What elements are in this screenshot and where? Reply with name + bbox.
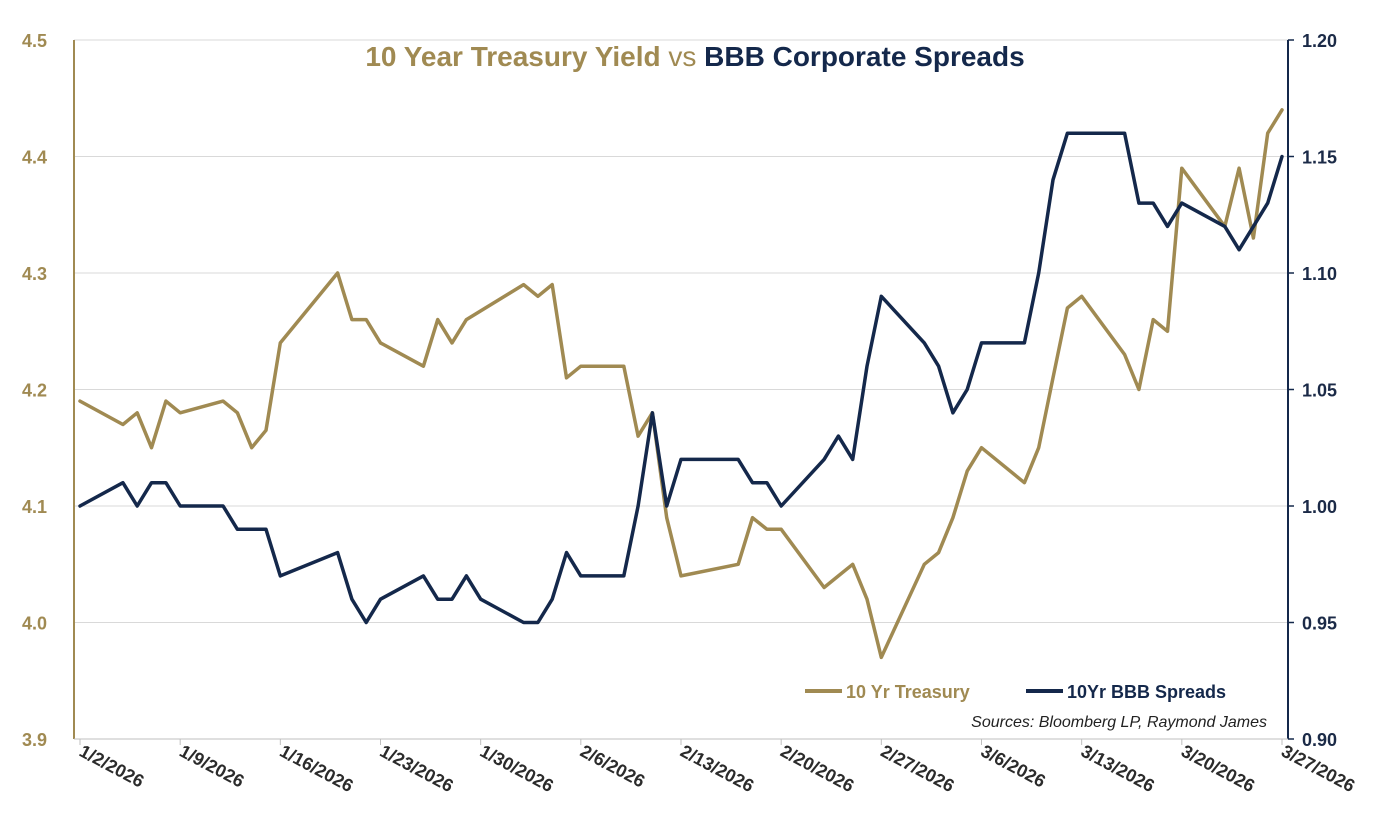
right-tick-label: 1.05 <box>1302 381 1337 401</box>
right-axis-ticks: 1.20 1.15 1.10 1.05 1.00 0.95 0.90 <box>1288 31 1337 750</box>
right-tick-label: 0.95 <box>1302 614 1337 634</box>
legend: 10 Yr Treasury 10Yr BBB Spreads <box>805 682 1226 702</box>
series-line-treasury <box>78 108 1284 660</box>
title-part-vs: vs <box>661 41 705 72</box>
right-tick-label: 1.00 <box>1302 497 1337 517</box>
chart-title: 10 Year Treasury Yield vs BBB Corporate … <box>365 41 1024 72</box>
left-tick-label: 4.4 <box>22 148 47 168</box>
right-tick-label: 1.10 <box>1302 264 1337 284</box>
right-tick-label: 1.15 <box>1302 148 1337 168</box>
title-part-bbb: BBB Corporate Spreads <box>704 41 1025 72</box>
title-part-treasury: 10 Year Treasury Yield <box>365 41 660 72</box>
legend-label-bbb: 10Yr BBB Spreads <box>1067 682 1226 702</box>
right-tick-label: 1.20 <box>1302 31 1337 51</box>
left-tick-label: 4.3 <box>22 264 47 284</box>
left-tick-label: 4.1 <box>22 497 47 517</box>
source-note: Sources: Bloomberg LP, Raymond James <box>971 714 1267 731</box>
series-lines <box>78 108 1284 660</box>
left-tick-label: 4.2 <box>22 381 47 401</box>
legend-label-treasury: 10 Yr Treasury <box>846 682 970 702</box>
series-line-bbb-spreads <box>78 131 1284 625</box>
left-tick-label: 4.5 <box>22 31 47 51</box>
left-axis-ticks: 4.5 4.4 4.3 4.2 4.1 4.0 3.9 <box>22 31 47 750</box>
right-tick-label: 0.90 <box>1302 730 1337 750</box>
left-tick-label: 3.9 <box>22 730 47 750</box>
left-tick-label: 4.0 <box>22 614 47 634</box>
